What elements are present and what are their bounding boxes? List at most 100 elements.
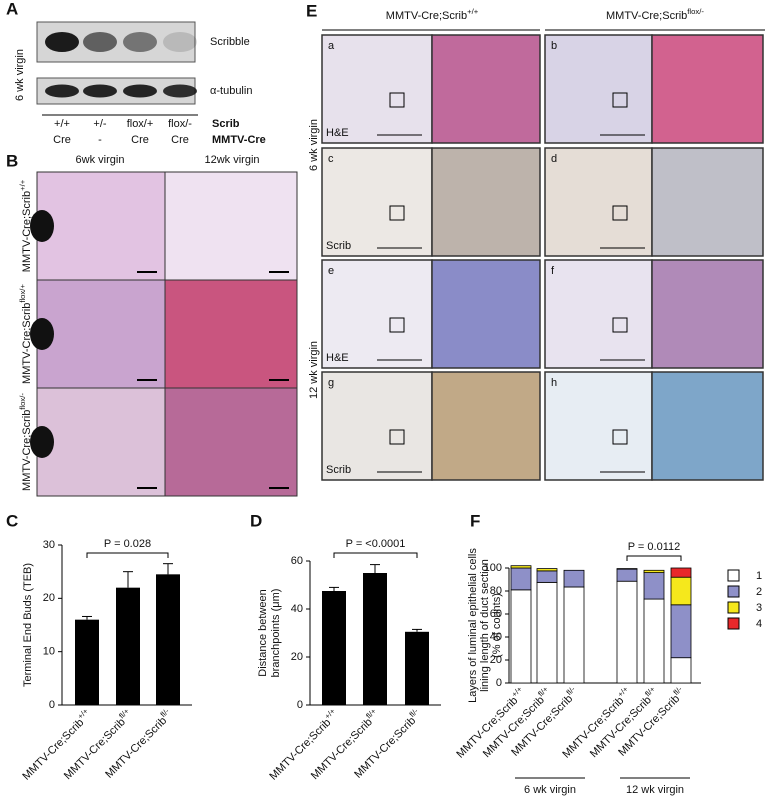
y-tick-label: 40 (490, 631, 502, 643)
bar-segment (643, 598, 665, 684)
annotation: P = <0.0001 (346, 538, 406, 550)
blot-band (163, 84, 197, 98)
y-axis-label: lining length of duct section (479, 559, 491, 692)
row-label: 12 wk virgin (308, 341, 320, 399)
lymph-node (30, 318, 54, 350)
histology-image (431, 371, 541, 481)
zoom-box (389, 317, 405, 333)
row-label-base: MMTV-Cre;Scrib (21, 191, 33, 272)
bar-segment (563, 586, 585, 684)
wholemount-image (164, 387, 298, 497)
side-label: 6 wk virgin (14, 49, 26, 101)
wholemount-image (36, 279, 166, 389)
x-tick-label: MMTV-Cre;Scribfl/- (101, 706, 176, 781)
y-axis-label: (% of counts) (491, 593, 503, 658)
row-label-sup: +/+ (18, 179, 27, 191)
y-tick-label: 0 (49, 699, 55, 711)
bar-segment (643, 572, 665, 600)
y-axis-label: Distance between (257, 589, 269, 676)
lymph-node (30, 426, 54, 458)
y-tick-label: 80 (490, 585, 502, 597)
blot-band (45, 84, 79, 98)
bar-segment (670, 567, 692, 578)
x-tick-label: MMTV-Cre;Scribfl/- (350, 706, 425, 781)
x-tick-label: MMTV-Cre;Scrib+/+ (18, 706, 95, 783)
legend-label: 2 (756, 586, 762, 598)
lane-label: flox/+ (127, 118, 154, 130)
tile-letter: e (328, 265, 334, 277)
histology-image (544, 259, 653, 369)
blot-band (163, 32, 197, 52)
blot-band (45, 32, 79, 52)
column-label: MMTV-Cre;Scrib+/+ (386, 7, 479, 22)
histology-image (651, 259, 764, 369)
y-tick-label: 0 (297, 699, 303, 711)
histology-image (544, 147, 653, 257)
lymph-node (30, 210, 54, 242)
panel-label: F (470, 511, 480, 530)
bar (322, 591, 346, 705)
significance-bracket (333, 552, 418, 558)
y-tick-label: 40 (291, 603, 303, 615)
annotation: P = 0.0112 (628, 541, 681, 553)
y-tick-label: 60 (291, 555, 303, 567)
row-label: 6 wk virgin (308, 119, 320, 171)
bar-segment (536, 570, 558, 583)
y-tick-label: 0 (496, 677, 502, 689)
wholemount-image (164, 279, 298, 389)
column-label: MMTV-Cre;Scribflox/- (606, 7, 704, 22)
legend-label: 3 (756, 602, 762, 614)
y-tick-label: 10 (43, 646, 55, 658)
row-label: MMTV-Cre;Scribflox/- (18, 393, 33, 491)
lane-label: flox/- (168, 118, 192, 130)
column-label-base: MMTV-Cre;Scrib (606, 10, 687, 22)
column-label-base: MMTV-Cre;Scrib (386, 10, 467, 22)
tile-letter: d (551, 153, 557, 165)
tile-letter: c (328, 153, 334, 165)
x-tick-label: MMTV-Cre;Scribfl/+ (59, 706, 135, 782)
bar-segment (616, 580, 638, 684)
bar-segment (670, 657, 692, 684)
bar-segment (616, 568, 638, 570)
column-label-sup: flox/- (687, 7, 704, 16)
bar-segment (510, 565, 532, 569)
legend-label: 4 (756, 618, 762, 630)
lane-label: +/- (93, 118, 106, 130)
histology-image (544, 34, 653, 144)
bar-segment (643, 569, 665, 573)
bar (116, 587, 140, 705)
bar-segment (536, 581, 558, 684)
blot-band (123, 32, 157, 52)
histology-image (651, 371, 764, 481)
x-tick-label: MMTV-Cre;Scrib+/+ (265, 706, 342, 783)
blot-band (83, 84, 117, 98)
y-axis-label: Terminal End Buds (TEB) (22, 563, 34, 687)
annotation: P = 0.028 (104, 538, 151, 550)
zoom-box (389, 205, 405, 221)
zoom-box (612, 92, 628, 108)
row-label-sup: flox/+ (18, 284, 27, 303)
column-label: 12wk virgin (204, 154, 259, 166)
lane-label: - (98, 134, 102, 146)
bar-segment (510, 589, 532, 684)
y-tick-label: 30 (43, 539, 55, 551)
bar (363, 573, 387, 705)
stain-label: Scrib (326, 464, 351, 476)
wholemount-image (164, 171, 298, 281)
stain-label: H&E (326, 127, 349, 139)
bar-segment (510, 567, 532, 591)
zoom-box (612, 317, 628, 333)
histology-image (321, 371, 433, 481)
lane-label: Cre (131, 134, 149, 146)
panel-label: B (6, 151, 18, 170)
row-label-sup: flox/- (18, 393, 27, 410)
bar-segment (563, 569, 585, 588)
wholemount-image (36, 171, 166, 281)
x-tick-label: MMTV-Cre;Scribfl/+ (306, 706, 382, 782)
bar (405, 631, 429, 705)
stain-label: Scrib (326, 240, 351, 252)
row-label: MMTV-Cre (212, 134, 266, 146)
histology-image (321, 259, 433, 369)
row-label: MMTV-Cre;Scrib+/+ (18, 179, 33, 272)
